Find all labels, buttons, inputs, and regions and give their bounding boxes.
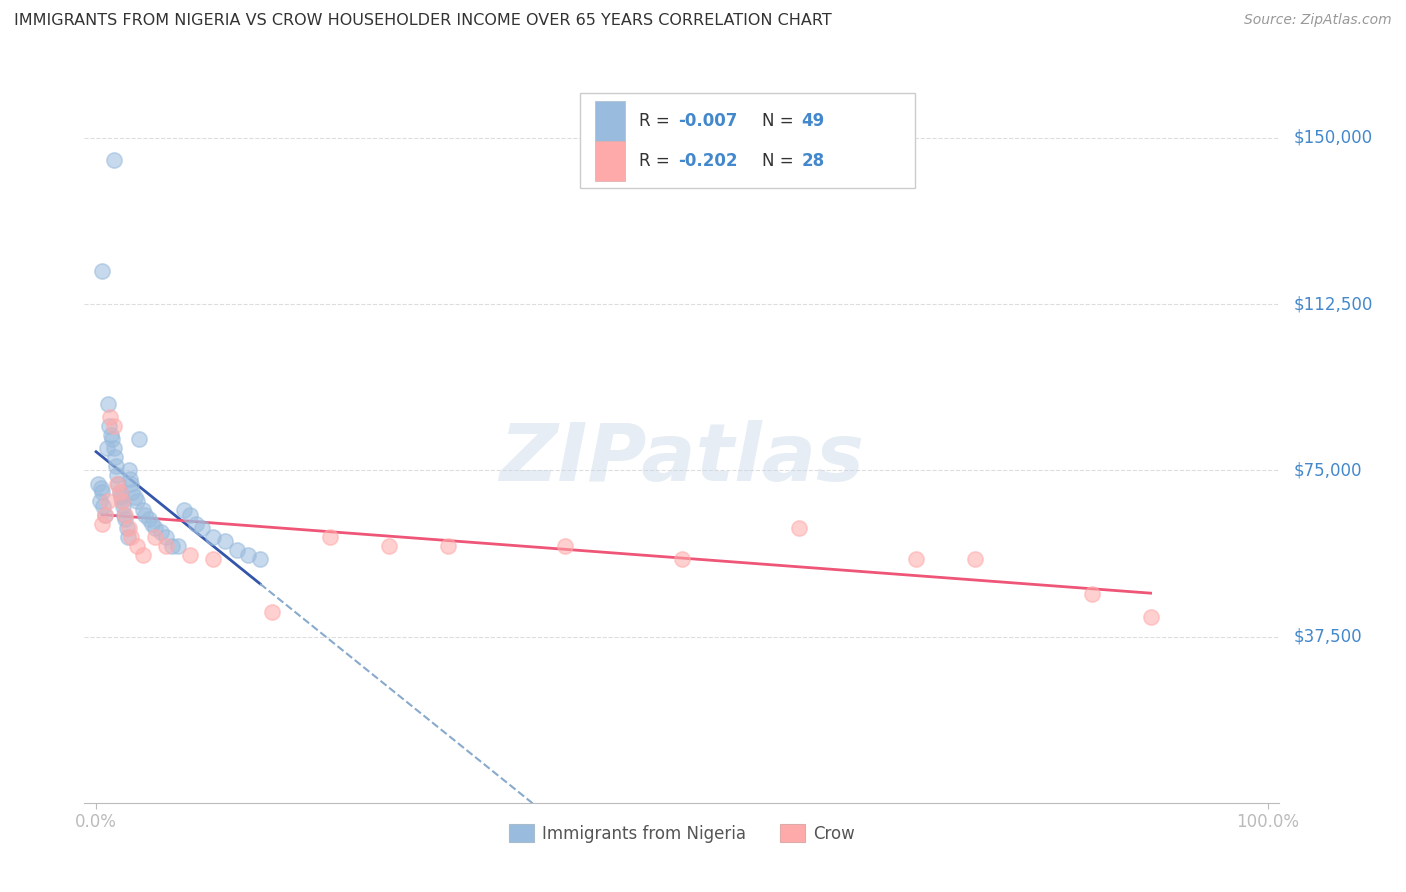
Point [103, 441, 125, 455]
Point [120, 472, 141, 486]
Text: ZIPatlas: ZIPatlas [499, 420, 865, 498]
Point [121, 485, 143, 500]
Point [134, 508, 156, 522]
Point [105, 467, 128, 482]
Point [105, 476, 128, 491]
Text: IMMIGRANTS FROM NIGERIA VS CROW HOUSEHOLDER INCOME OVER 65 YEARS CORRELATION CHA: IMMIGRANTS FROM NIGERIA VS CROW HOUSEHOL… [14, 13, 832, 29]
Point [141, 516, 163, 531]
Point [87, 476, 110, 491]
Point [214, 534, 236, 549]
Point [132, 548, 155, 562]
Point [124, 490, 146, 504]
Text: -0.007: -0.007 [678, 112, 738, 129]
Point [1081, 587, 1104, 601]
Point [90, 264, 114, 278]
Point [96, 441, 118, 455]
Point [91, 499, 114, 513]
Point [118, 463, 141, 477]
Point [120, 476, 142, 491]
Point [149, 525, 172, 540]
Point [111, 494, 134, 508]
Text: 28: 28 [801, 152, 824, 170]
Text: $37,500: $37,500 [1294, 628, 1362, 646]
Point [127, 539, 149, 553]
Text: $112,500: $112,500 [1294, 295, 1374, 313]
Point [107, 476, 129, 491]
Point [112, 499, 135, 513]
Point [905, 552, 928, 566]
Point [225, 543, 247, 558]
Point [436, 539, 458, 553]
Point [97, 397, 120, 411]
Point [111, 494, 134, 508]
Point [98, 419, 120, 434]
Point [155, 539, 177, 553]
FancyBboxPatch shape [581, 94, 915, 188]
Point [108, 485, 131, 500]
Point [94, 508, 117, 522]
Point [554, 539, 576, 553]
Point [249, 552, 271, 566]
Point [97, 494, 120, 508]
Point [117, 530, 139, 544]
Point [90, 485, 114, 500]
Point [260, 605, 283, 619]
Legend: Immigrants from Nigeria, Crow: Immigrants from Nigeria, Crow [502, 818, 862, 849]
Text: R =: R = [638, 112, 675, 129]
Point [319, 530, 342, 544]
Point [138, 512, 160, 526]
Point [963, 552, 986, 566]
Point [238, 548, 260, 562]
Point [120, 530, 142, 544]
Point [90, 481, 112, 495]
Point [190, 521, 212, 535]
Text: Source: ZipAtlas.com: Source: ZipAtlas.com [1244, 13, 1392, 28]
Point [671, 552, 693, 566]
Text: $150,000: $150,000 [1294, 128, 1372, 147]
Point [143, 530, 166, 544]
Point [114, 508, 136, 522]
Text: 49: 49 [801, 112, 825, 129]
Point [108, 485, 131, 500]
Point [173, 503, 195, 517]
FancyBboxPatch shape [595, 101, 624, 141]
Point [104, 450, 127, 464]
Point [179, 548, 201, 562]
Point [127, 494, 149, 508]
Point [132, 503, 155, 517]
FancyBboxPatch shape [595, 141, 624, 181]
Point [105, 458, 127, 473]
Point [103, 153, 125, 167]
Point [110, 490, 132, 504]
Text: N =: N = [762, 152, 799, 170]
Text: -0.202: -0.202 [678, 152, 738, 170]
Point [128, 432, 150, 446]
Point [115, 521, 138, 535]
Point [787, 521, 810, 535]
Point [101, 432, 124, 446]
Point [112, 508, 135, 522]
Point [1139, 609, 1161, 624]
Point [90, 516, 114, 531]
Point [378, 539, 401, 553]
Point [103, 419, 125, 434]
Point [100, 428, 122, 442]
Point [179, 508, 201, 522]
Point [143, 521, 166, 535]
Point [89, 494, 111, 508]
Point [202, 552, 225, 566]
Text: N =: N = [762, 112, 799, 129]
Point [155, 530, 177, 544]
Point [118, 521, 141, 535]
Text: R =: R = [638, 152, 675, 170]
Point [167, 539, 190, 553]
Point [98, 410, 121, 425]
Text: $75,000: $75,000 [1294, 461, 1362, 479]
Point [162, 539, 183, 553]
Point [114, 512, 136, 526]
Point [94, 508, 117, 522]
Point [184, 516, 207, 531]
Point [202, 530, 225, 544]
